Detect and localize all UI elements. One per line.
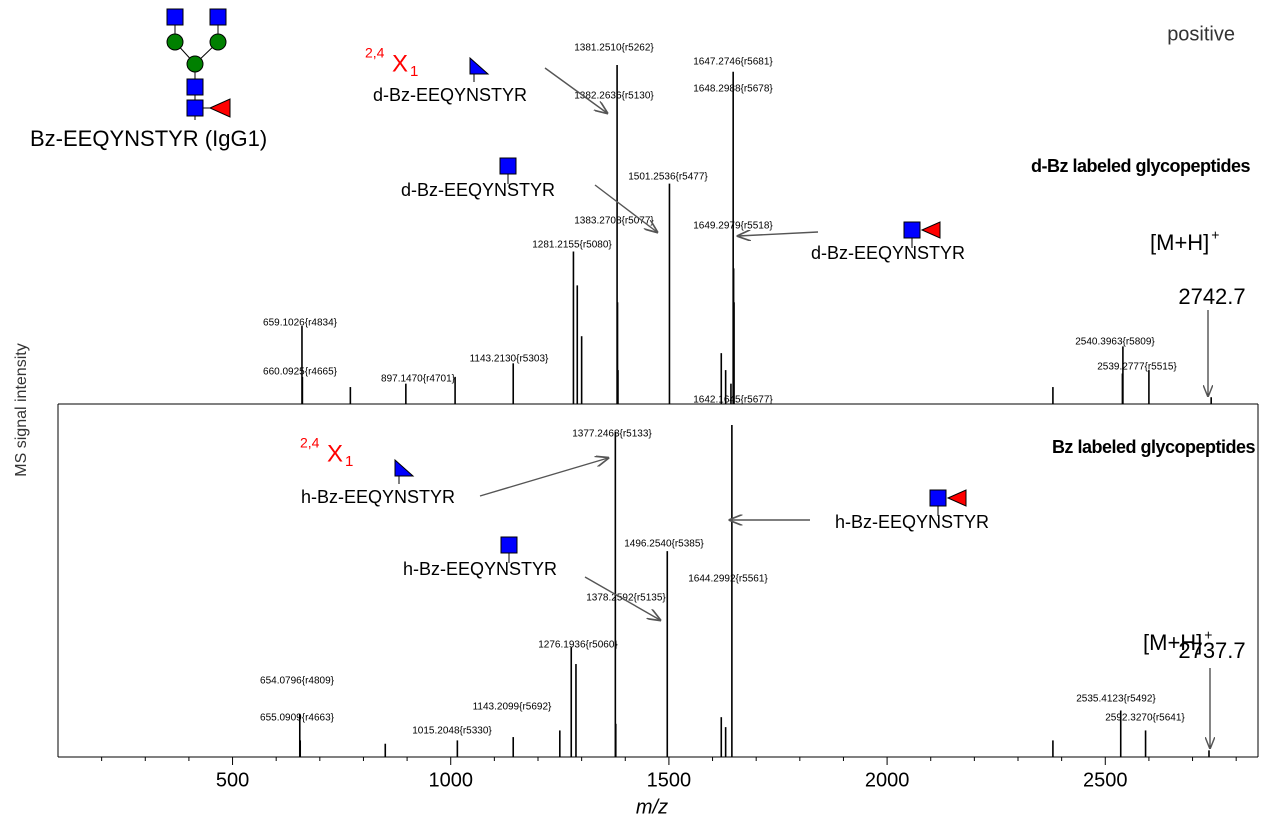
precursor-charge: +: [1204, 627, 1212, 643]
precursor-mz: 2742.7: [1178, 284, 1245, 309]
peak-label: 1381.2510{r5262}: [574, 43, 654, 54]
peak-label: 1383.2708{r5077}: [574, 216, 654, 227]
arrow: [584, 576, 660, 620]
glycan-icon: [499, 157, 517, 175]
fragment-label: d-Bz-EEQYNSTYR: [373, 85, 527, 105]
glycan-icon: [500, 536, 518, 554]
peak-label: 659.1026{r4834}: [263, 318, 338, 329]
peak-label: 1377.2463{r5133}: [572, 429, 652, 440]
glycan-icon: [469, 56, 490, 75]
x-tick-label: 2500: [1083, 769, 1128, 791]
peak-label: 2592.3270{r5641}: [1105, 713, 1185, 724]
glycan-icon: [166, 8, 231, 120]
arrow: [479, 458, 608, 497]
fragment-label: h-Bz-EEQYNSTYR: [835, 512, 989, 532]
peak-label: 1644.2992{r5561}: [688, 574, 768, 585]
peak-label: 1642.1645{r5677}: [693, 395, 773, 406]
peak-label: 1378.2592{r5135}: [586, 593, 666, 604]
x-tick-label: 2000: [865, 769, 910, 791]
top-note: positive: [1167, 23, 1235, 45]
peak-label: 2540.3963{r5809}: [1075, 337, 1155, 348]
cross-ring-base: X: [327, 440, 343, 467]
panel-title: Bz labeled glycopeptides: [1052, 437, 1256, 457]
peak-label: 2535.4123{r5492}: [1076, 694, 1156, 705]
peak-label: 1647.2746{r5681}: [693, 57, 773, 68]
fragment-label: d-Bz-EEQYNSTYR: [811, 243, 965, 263]
fragment-label: h-Bz-EEQYNSTYR: [301, 487, 455, 507]
glycopeptide: Bz-EEQYNSTYR (IgG1): [30, 126, 267, 151]
panel-title: d-Bz labeled glycopeptides: [1031, 156, 1251, 176]
cross-ring-sup: 2,4: [365, 45, 385, 61]
x-tick-label: 500: [216, 769, 249, 791]
y-axis-label: MS signal intensity: [13, 343, 30, 476]
arrow: [738, 232, 819, 236]
fragment-label: d-Bz-EEQYNSTYR: [401, 180, 555, 200]
precursor-ion: [M+H]: [1150, 230, 1209, 255]
glycan-icon: [946, 489, 967, 507]
cross-ring-base: X: [392, 50, 408, 77]
peak-label: 1648.2988{r5678}: [693, 84, 773, 95]
arrow: [594, 184, 657, 232]
precursor-mz: 2737.7: [1178, 638, 1245, 663]
peak-label: 660.0925{r4665}: [263, 367, 338, 378]
peak-label: 655.0909{r4663}: [260, 713, 335, 724]
peak-label: 1501.2536{r5477}: [628, 172, 708, 183]
peak-label: 2539.2777{r5515}: [1097, 362, 1177, 373]
peak-label: 1649.2979{r5518}: [693, 221, 773, 232]
glycan-icon: [394, 458, 415, 477]
peak-label: 897.1470{r4701}: [381, 374, 456, 385]
glycan-icon: [903, 221, 921, 239]
peak-label: 1496.2540{r5385}: [624, 539, 704, 550]
fragment-label: h-Bz-EEQYNSTYR: [403, 559, 557, 579]
peak-label: 1143.2130{r5303}: [470, 354, 549, 365]
arrow: [544, 67, 607, 113]
cross-ring-sub: 1: [345, 453, 353, 470]
cross-ring-sup: 2,4: [300, 435, 320, 451]
peak-label: 1382.2636{r5130}: [574, 91, 654, 102]
peak-label: 654.0796{r4809}: [260, 676, 335, 687]
x-axis-label: m/z: [636, 796, 668, 818]
peak-label: 1143.2099{r5692}: [473, 702, 552, 713]
peak-label: 1015.2048{r5330}: [412, 726, 492, 737]
peak-label: 1276.1936{r5060}: [538, 640, 618, 651]
x-tick-label: 1000: [428, 769, 473, 791]
x-tick-label: 1500: [647, 769, 692, 791]
cross-ring-sub: 1: [410, 63, 418, 80]
glycan-icon: [920, 221, 941, 239]
precursor-ion: [M+H]: [1143, 630, 1202, 655]
peak-label: 1281.2155{r5080}: [532, 240, 612, 251]
glycan-icon: [929, 489, 947, 507]
precursor-charge: +: [1211, 227, 1219, 243]
